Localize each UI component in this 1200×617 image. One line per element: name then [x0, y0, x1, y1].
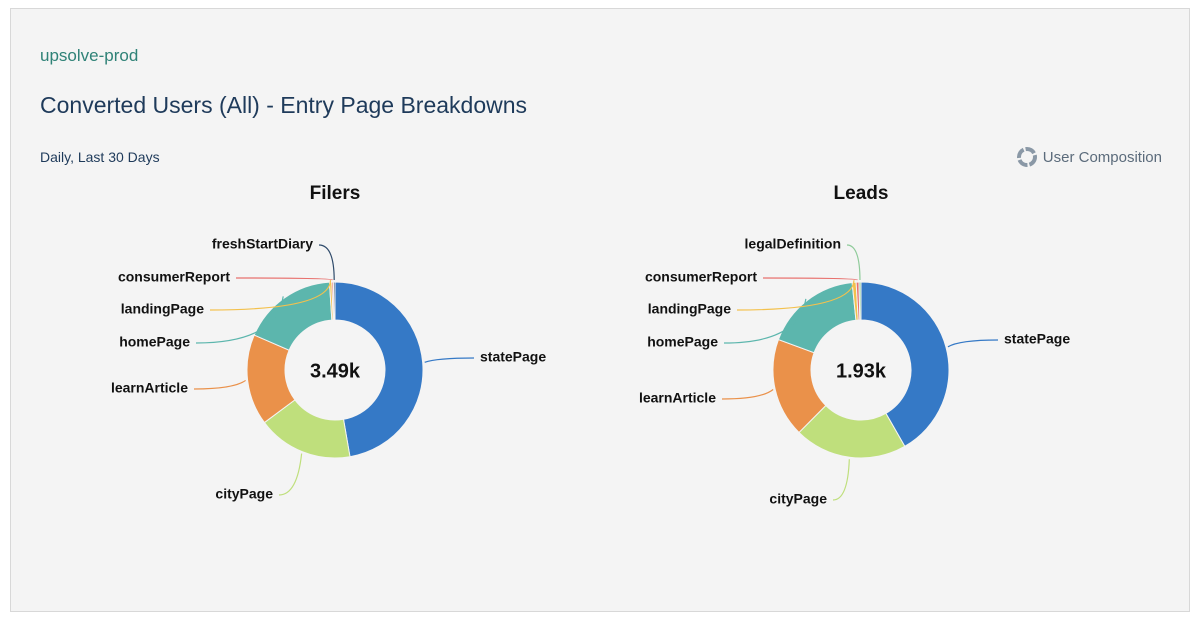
donut-slice	[858, 281, 862, 321]
slice-label: freshStartDiary	[212, 236, 313, 252]
slice-label: landingPage	[121, 301, 204, 317]
chart-title: Filers	[310, 183, 361, 204]
leader-line	[209, 280, 332, 311]
center-total: 1.93k	[836, 360, 887, 382]
leader-line	[318, 244, 335, 281]
leader-line	[947, 339, 999, 348]
leader-line	[721, 388, 774, 400]
button-label: User Composition	[1042, 148, 1162, 166]
user-composition-button[interactable]: User Composition	[1016, 147, 1162, 167]
leader-line	[424, 357, 475, 363]
workspace-name: upsolve-prod	[40, 46, 139, 65]
leader-line	[846, 244, 861, 281]
leader-line	[762, 277, 859, 281]
icon	[1016, 147, 1037, 167]
slice-label: landingPage	[648, 301, 731, 317]
leader-line	[723, 298, 807, 344]
slice-label: statePage	[1004, 331, 1070, 347]
donut-slice	[860, 281, 950, 448]
donut-slice	[332, 281, 336, 321]
slice-label: learnArticle	[111, 380, 188, 396]
slice-label: learnArticle	[639, 390, 716, 406]
date-range: Daily, Last 30 Days	[40, 149, 160, 165]
leader-line	[193, 379, 246, 390]
slice-label: homePage	[119, 334, 190, 350]
chart-title: Leads	[834, 183, 889, 204]
slice-label: statePage	[480, 349, 546, 365]
slice-label: cityPage	[215, 486, 273, 502]
panel: upsolve-prod Converted Users (All) - Ent…	[10, 8, 1190, 612]
slice-label: homePage	[647, 334, 718, 350]
leader-line	[278, 453, 303, 496]
leader-line	[736, 280, 855, 311]
dashboard-title: Converted Users (All) - Entry Page Break…	[40, 92, 528, 118]
slice-label: consumerReport	[118, 269, 230, 285]
donut-slice	[334, 281, 424, 458]
leader-line	[832, 459, 850, 501]
donut-slice	[777, 281, 857, 354]
leader-line	[235, 277, 334, 281]
slice-label: consumerReport	[645, 269, 757, 285]
slice-label: legalDefinition	[745, 236, 841, 252]
slice-label: cityPage	[769, 491, 827, 507]
donut-slice	[253, 281, 333, 351]
center-total: 3.49k	[310, 360, 361, 382]
